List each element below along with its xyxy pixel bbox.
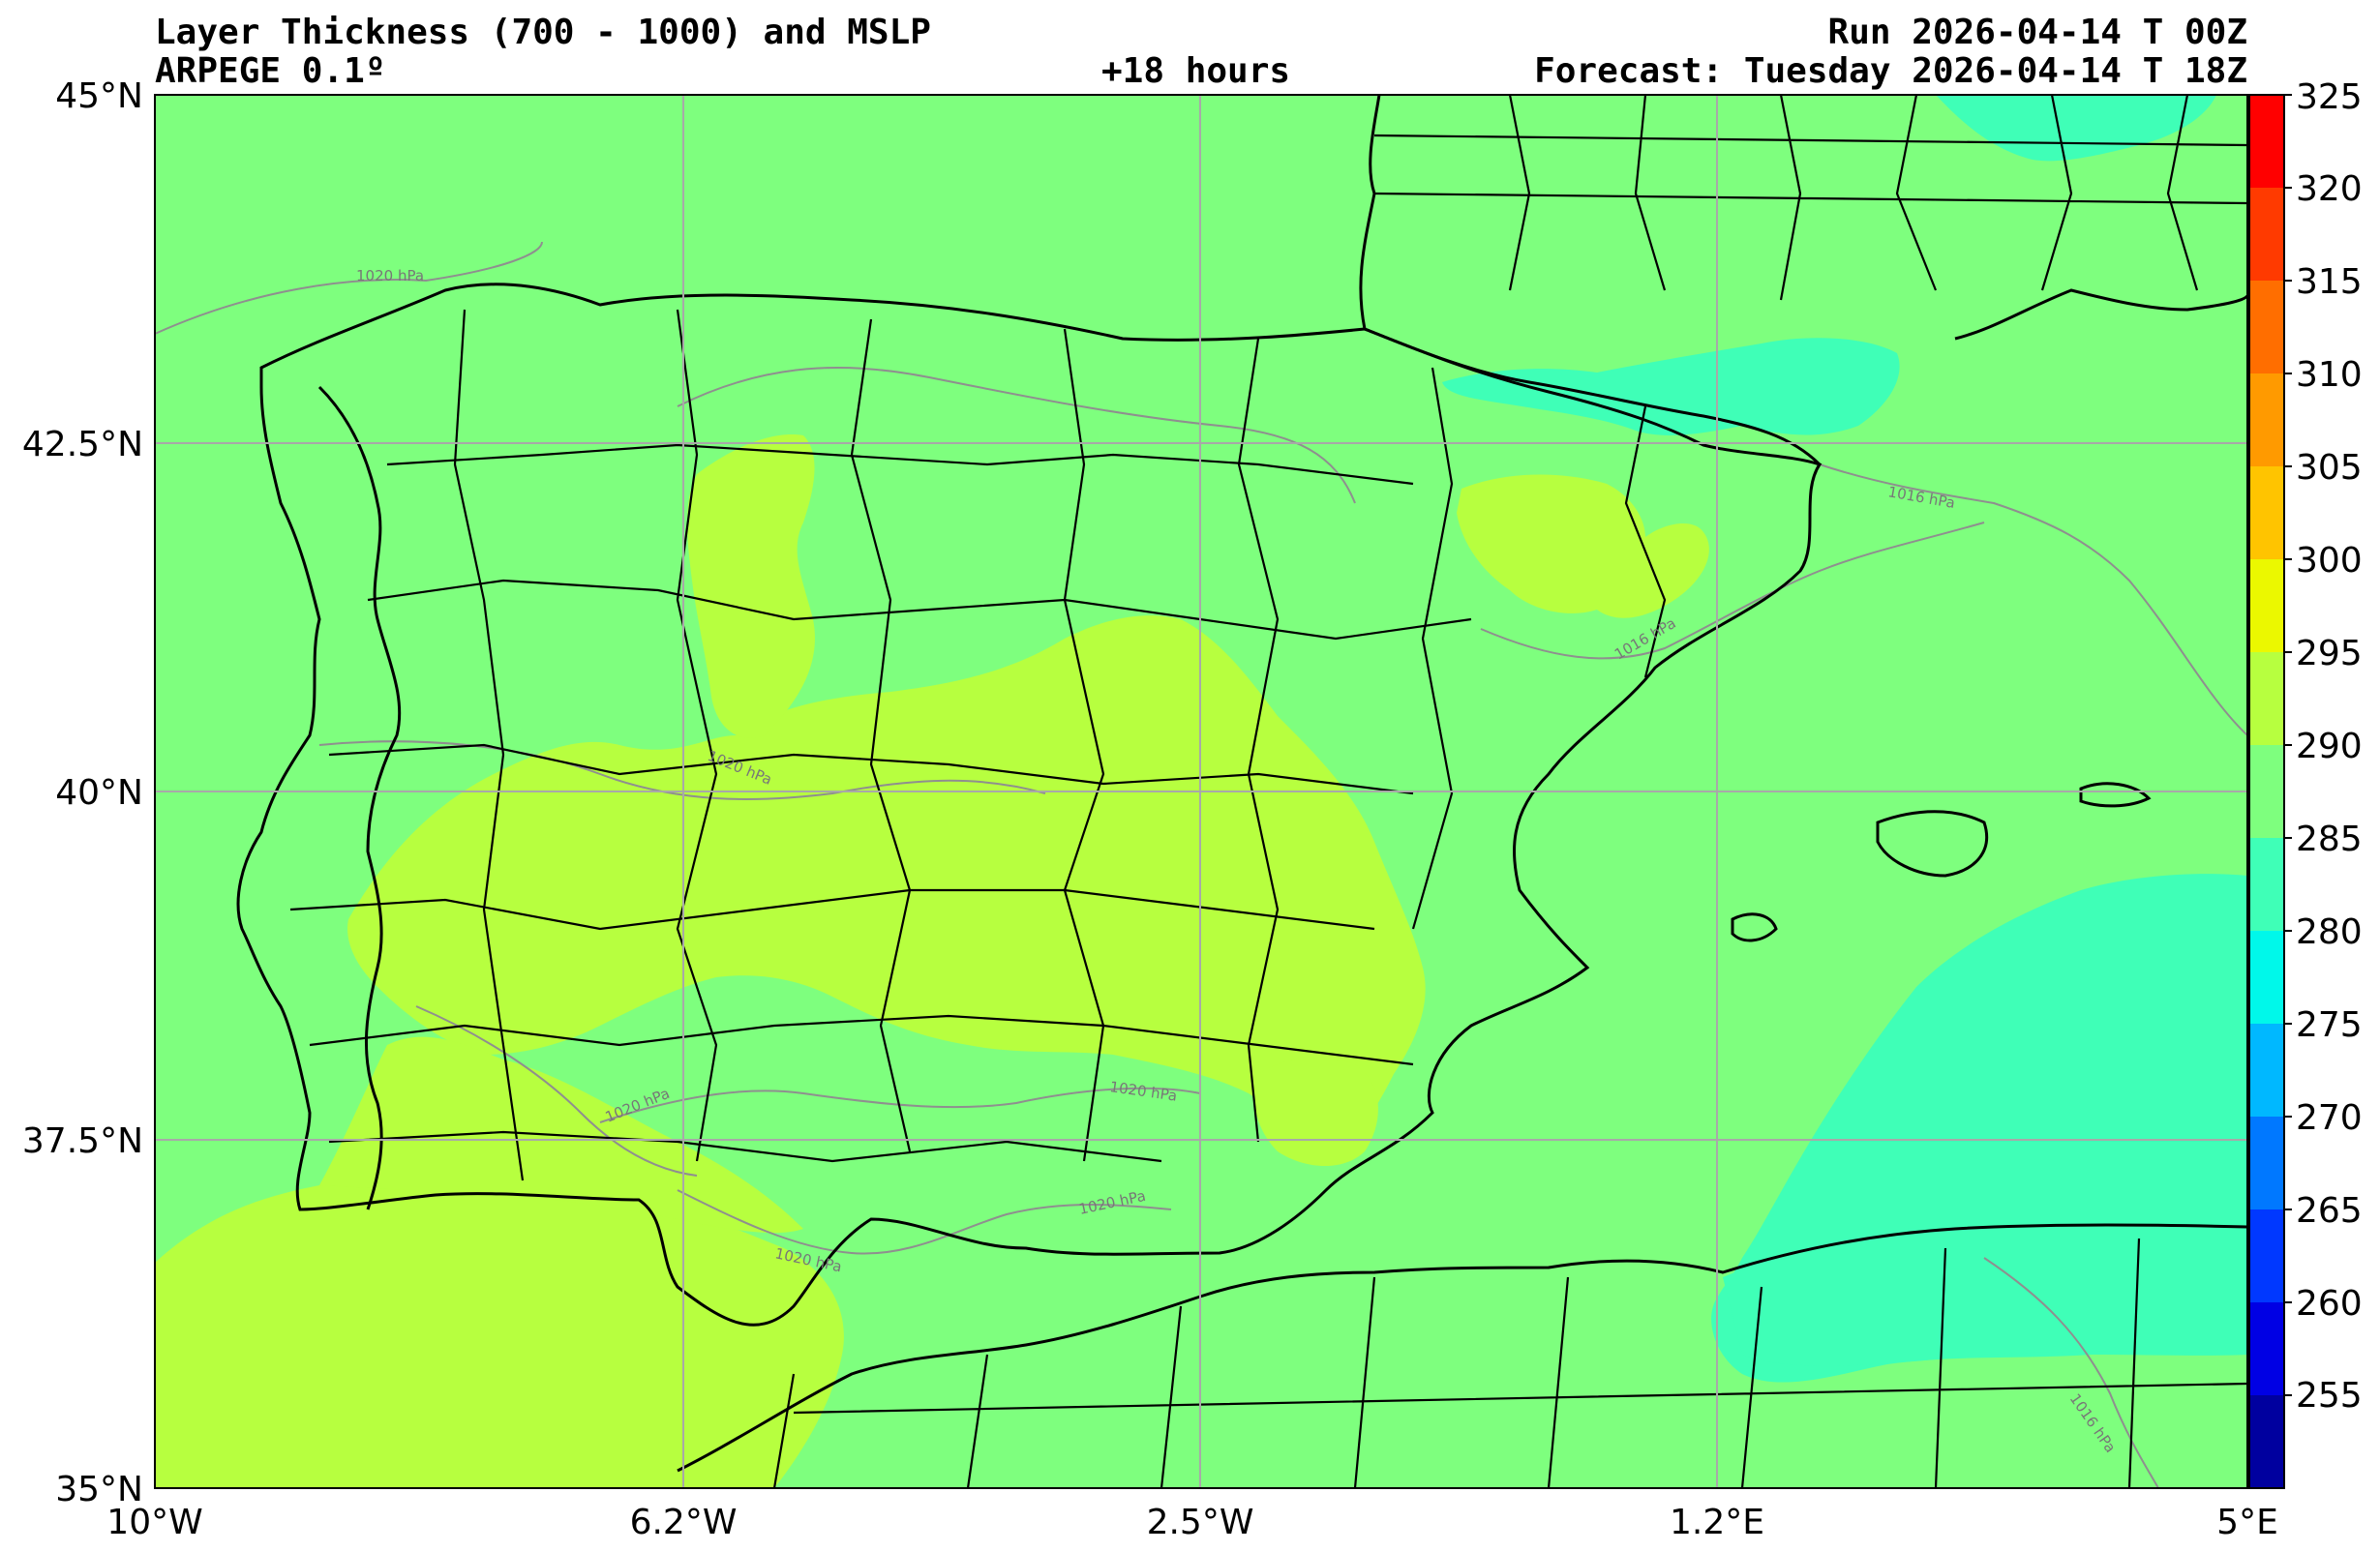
gridlines — [155, 95, 2247, 1488]
province-line-1 — [386, 443, 1414, 486]
colorbar-segment — [2249, 559, 2284, 653]
colorbar-segment — [2249, 466, 2284, 560]
portugal-spain-border — [317, 385, 402, 1210]
colorbar-label: 325 — [2296, 77, 2363, 117]
lat-label: 35°N — [55, 1470, 143, 1509]
ibiza-island — [1731, 912, 1778, 942]
north-african-coastline — [677, 1223, 2248, 1473]
colorbar-label: 285 — [2296, 820, 2363, 859]
lat-label: 37.5°N — [22, 1121, 143, 1161]
gulf-of-lion-coast — [1954, 288, 2249, 341]
isobar-lines — [154, 241, 2248, 1489]
colorbar-segment — [2249, 838, 2284, 932]
colorbar-segment — [2249, 1302, 2284, 1396]
lon-label: 5°E — [2216, 1503, 2278, 1542]
lead-time: +18 hours — [1101, 51, 1291, 91]
isobar-1020-central — [318, 740, 1046, 800]
isobar-1016-northeast — [1819, 463, 2248, 736]
colorbar-label: 260 — [2296, 1284, 2363, 1324]
plot-frame — [154, 94, 2248, 1489]
province-line-6 — [328, 1130, 1162, 1163]
colorbar-label: 300 — [2296, 541, 2363, 581]
isobar-label: 1020 hPa — [356, 267, 424, 284]
iberian-coastline — [236, 283, 1823, 1327]
cool-region-pyrenees — [1442, 338, 1900, 435]
colorbar-label: 265 — [2296, 1191, 2363, 1231]
province-line-13 — [1624, 405, 1667, 678]
colorbar-label: 280 — [2296, 912, 2363, 952]
isobar-1020-guadalquivir — [677, 1189, 1172, 1255]
province-line-10 — [1063, 328, 1105, 1162]
lon-label: 6.2°W — [630, 1503, 738, 1542]
province-line-11 — [1237, 338, 1280, 1143]
map-title: Layer Thickness (700 - 1000) and MSLP — [155, 13, 931, 52]
province-line-12 — [1411, 367, 1454, 930]
colorbar-segment — [2249, 931, 2284, 1025]
run-time: Run 2026-04-14 T 00Z — [1827, 13, 2247, 52]
thickness-field — [155, 95, 2247, 1488]
province-line-7 — [453, 309, 525, 1181]
isobar-1020-south — [599, 1087, 1201, 1123]
colorbar-label: 275 — [2296, 1005, 2363, 1045]
latitude-labels: 45°N 42.5°N 40°N 37.5°N 35°N — [22, 76, 143, 1509]
isobar-1016-ebro — [1480, 522, 1985, 660]
province-line-2 — [367, 579, 1472, 641]
province-borders — [289, 94, 2248, 1489]
colorbar-label: 255 — [2296, 1376, 2363, 1416]
province-line-9 — [850, 318, 912, 1152]
colorbar-segment — [2249, 1024, 2284, 1118]
colorbar: 325 320 315 310 305 300 295 290 285 280 275 270 265 2… — [2248, 77, 2363, 1489]
forecast-time: Forecast: Tuesday 2026-04-14 T 18Z — [1534, 51, 2247, 91]
mallorca-island — [1876, 810, 1989, 878]
colorbar-segment — [2249, 281, 2284, 374]
province-line-4 — [289, 888, 1375, 931]
france-departments — [1373, 94, 2248, 301]
province-line-5 — [309, 1014, 1414, 1066]
warm-region-southwest — [155, 1178, 844, 1488]
colorbar-label: 270 — [2296, 1098, 2363, 1138]
colorbar-segment — [2249, 373, 2284, 467]
colorbar-segment — [2249, 652, 2284, 746]
colorbar-segment — [2249, 1209, 2284, 1303]
coastlines-and-borders — [236, 94, 2249, 1473]
lat-label: 42.5°N — [22, 425, 143, 464]
isobar-1020-northwest — [154, 241, 543, 335]
cool-region-north-africa — [1723, 1224, 2247, 1366]
province-line-8 — [676, 309, 718, 1162]
colorbar-label: 320 — [2296, 169, 2363, 209]
colorbar-segment — [2249, 1395, 2284, 1489]
lon-label: 10°W — [106, 1503, 202, 1542]
colorbar-segment — [2249, 188, 2284, 282]
model-name: ARPEGE 0.1º — [155, 51, 386, 91]
colorbar-label: 290 — [2296, 727, 2363, 766]
colorbar-segment — [2249, 1117, 2284, 1210]
colorbar-label: 295 — [2296, 634, 2363, 673]
france-spain-border — [1364, 327, 1822, 466]
warm-region-central — [347, 615, 1426, 1142]
lon-label: 2.5°W — [1147, 1503, 1254, 1542]
lat-label: 40°N — [55, 773, 143, 813]
lon-label: 1.2°E — [1670, 1503, 1764, 1542]
colorbar-label: 315 — [2296, 262, 2363, 302]
colorbar-label: 310 — [2296, 355, 2363, 395]
isobar-1020-west — [415, 1005, 698, 1177]
colorbar-label: 305 — [2296, 448, 2363, 488]
colorbar-frame — [2248, 94, 2285, 1489]
longitude-labels: 10°W 6.2°W 2.5°W 1.2°E 5°E — [106, 1503, 2278, 1542]
colorbar-segment — [2249, 745, 2284, 839]
french-coastline — [1359, 94, 1381, 330]
colorbar-segment — [2249, 95, 2284, 189]
north-africa-regions — [772, 1238, 2248, 1489]
lat-label: 45°N — [55, 76, 143, 116]
menorca-island — [2079, 782, 2152, 808]
warm-region-ebro — [1457, 474, 1709, 618]
cool-region-northeast-corner — [1936, 95, 2216, 162]
warm-region-north — [687, 434, 815, 738]
